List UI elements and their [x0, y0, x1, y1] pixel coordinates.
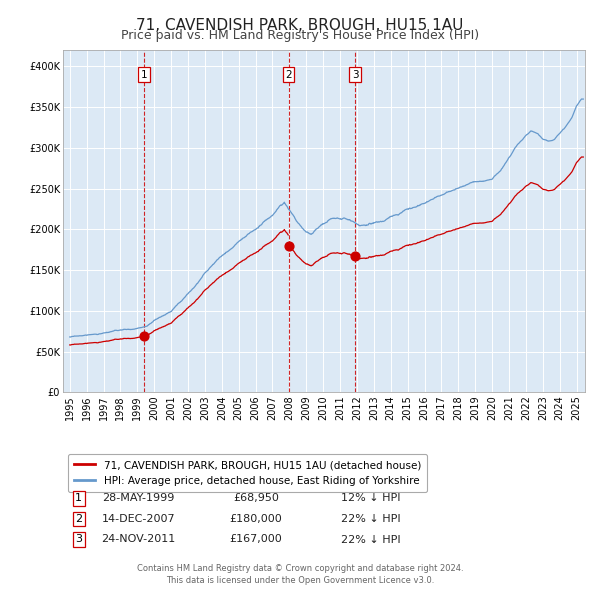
- Text: 1: 1: [141, 70, 148, 80]
- Text: 3: 3: [352, 70, 359, 80]
- Text: Contains HM Land Registry data © Crown copyright and database right 2024.
This d: Contains HM Land Registry data © Crown c…: [137, 565, 463, 585]
- Text: 22% ↓ HPI: 22% ↓ HPI: [341, 514, 401, 524]
- Text: Price paid vs. HM Land Registry's House Price Index (HPI): Price paid vs. HM Land Registry's House …: [121, 30, 479, 42]
- Legend: 71, CAVENDISH PARK, BROUGH, HU15 1AU (detached house), HPI: Average price, detac: 71, CAVENDISH PARK, BROUGH, HU15 1AU (de…: [68, 454, 427, 492]
- Text: 14-DEC-2007: 14-DEC-2007: [102, 514, 176, 524]
- Point: [350, 251, 360, 261]
- Text: 2: 2: [285, 70, 292, 80]
- Text: 22% ↓ HPI: 22% ↓ HPI: [341, 535, 401, 545]
- Text: 28-MAY-1999: 28-MAY-1999: [103, 493, 175, 503]
- Text: 24-NOV-2011: 24-NOV-2011: [101, 535, 176, 545]
- Point: [284, 241, 293, 250]
- Text: £180,000: £180,000: [230, 514, 283, 524]
- Text: 1: 1: [75, 493, 82, 503]
- Text: £68,950: £68,950: [233, 493, 279, 503]
- Text: 3: 3: [75, 535, 82, 545]
- Text: 12% ↓ HPI: 12% ↓ HPI: [341, 493, 401, 503]
- Text: £167,000: £167,000: [230, 535, 283, 545]
- Text: 71, CAVENDISH PARK, BROUGH, HU15 1AU: 71, CAVENDISH PARK, BROUGH, HU15 1AU: [136, 18, 464, 32]
- Text: 2: 2: [75, 514, 82, 524]
- Point: [139, 332, 149, 341]
